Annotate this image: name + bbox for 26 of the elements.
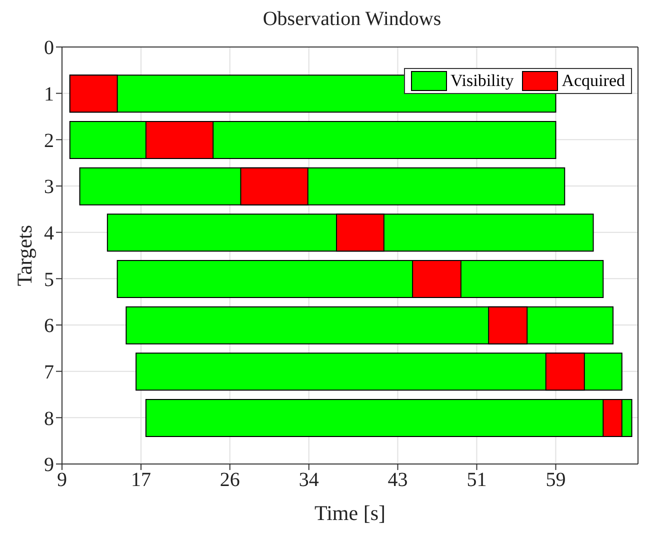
bar <box>116 260 604 298</box>
bar <box>145 399 632 437</box>
chart-title: Observation Windows <box>262 8 442 32</box>
y-tick-label: 6 <box>44 315 54 338</box>
y-tick-label: 5 <box>44 268 54 291</box>
y-tick-label: 1 <box>44 83 54 106</box>
bar <box>106 214 594 252</box>
y-tick-label: 7 <box>44 361 54 384</box>
y-tick-label: 8 <box>44 408 54 430</box>
bar <box>136 352 622 391</box>
x-tick-label: 26 <box>220 469 240 492</box>
legend-label: Acquired <box>562 71 625 91</box>
bar <box>126 306 614 344</box>
y-tick-label: 3 <box>44 176 54 198</box>
x-tick-label: 51 <box>466 469 487 492</box>
y-tick-label: 2 <box>44 130 54 152</box>
y-tick-label: 0 <box>44 37 54 60</box>
legend-label: Visibility <box>450 71 514 91</box>
y-tick-label: 9 <box>44 454 54 476</box>
x-axis-title: Time [s] <box>314 501 386 525</box>
y-axis-title: Targets <box>12 224 36 286</box>
x-tick-label: 17 <box>131 469 151 492</box>
x-tick-label: 43 <box>388 469 408 492</box>
y-tick-label: 4 <box>44 222 54 244</box>
x-tick-label: 34 <box>298 469 319 492</box>
x-tick-label: 59 <box>546 469 566 492</box>
